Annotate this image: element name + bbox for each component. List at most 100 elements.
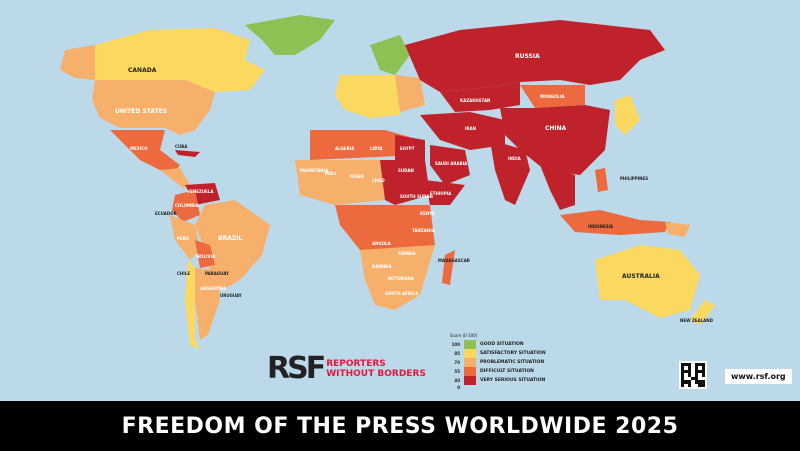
legend-item: 40 VERY SERIOUS SITUATION xyxy=(450,376,546,385)
eastern-europe xyxy=(395,75,425,112)
chile xyxy=(185,260,200,350)
label-namibia: NAMIBIA xyxy=(372,264,392,269)
label-australia: AUSTRALIA xyxy=(622,273,660,280)
middle-east xyxy=(420,112,505,150)
north-africa xyxy=(310,130,420,160)
europe xyxy=(335,75,405,118)
label-chad: CHAD xyxy=(372,178,385,183)
label-kenya: KENYA xyxy=(420,211,436,216)
label-niger: NIGER xyxy=(350,174,364,179)
label-mongolia: MONGOLIA xyxy=(540,94,565,99)
label-philippines: PHILIPPINES xyxy=(620,176,648,181)
japan-korea xyxy=(615,95,640,135)
scandinavia xyxy=(370,35,410,75)
kazakhstan xyxy=(440,82,520,112)
bolivia xyxy=(195,240,215,268)
label-paraguay: PARAGUAY xyxy=(205,271,229,276)
indonesia xyxy=(560,210,670,235)
label-botswana: BOTSWANA xyxy=(388,276,415,281)
label-russia: RUSSIA xyxy=(515,53,540,60)
label-indonesia: INDONESIA xyxy=(588,224,614,229)
logo-line-2: WITHOUT BORDERS xyxy=(326,368,426,379)
label-colombia: COLOMBIA xyxy=(175,203,200,208)
legend-tick: 40 xyxy=(454,378,460,383)
label-madagascar: MADAGASCAR xyxy=(438,258,470,263)
world-map: CANADA UNITED STATES MEXICO CUBA VENEZUE… xyxy=(60,15,715,350)
southeast-asia xyxy=(540,165,575,210)
cuba xyxy=(175,150,200,157)
label-peru: PERU xyxy=(177,236,189,241)
label-mexico: MEXICO xyxy=(130,146,148,151)
west-africa xyxy=(295,160,385,205)
newzealand xyxy=(690,300,715,325)
legend-item: 85 SATISFACTORY SITUATION xyxy=(450,349,546,358)
website-link[interactable]: www.rsf.org xyxy=(725,369,792,384)
label-saudi: SAUDI ARABIA xyxy=(435,161,468,166)
label-china: CHINA xyxy=(545,125,567,132)
legend-label: PROBLEMATIC SITUATION xyxy=(480,360,545,365)
legend-swatch xyxy=(464,358,476,367)
sudan xyxy=(380,160,430,205)
png xyxy=(665,222,690,237)
legend-tick: 55 xyxy=(454,369,460,374)
legend: Score (0-100) 100 GOOD SITUATION 85 SATISFA… xyxy=(450,333,546,390)
label-iran: IRAN xyxy=(465,126,476,131)
label-southsudan: SOUTH SUDAN xyxy=(400,194,433,199)
label-cuba: CUBA xyxy=(175,144,188,149)
label-kazakhstan: KAZAKHSTAN xyxy=(460,98,490,103)
logo-line-1: REPORTERS xyxy=(326,358,386,369)
usa xyxy=(92,80,215,135)
india xyxy=(490,140,530,205)
legend-item: 70 PROBLEMATIC SITUATION xyxy=(450,358,546,367)
country-labels: CANADA UNITED STATES MEXICO CUBA VENEZUE… xyxy=(115,53,714,323)
label-brazil: BRAZIL xyxy=(218,235,242,242)
label-canada: CANADA xyxy=(128,67,157,74)
label-chile: CHILE xyxy=(177,271,190,276)
label-sudan: SUDAN xyxy=(398,168,414,173)
label-ethiopia: ETHIOPIA xyxy=(430,191,452,196)
legend-tick: 85 xyxy=(454,351,460,356)
rsf-logo-mark: RSF xyxy=(267,351,326,386)
horn-africa xyxy=(425,180,465,205)
canada xyxy=(95,28,265,92)
legend-tick: 70 xyxy=(454,360,460,365)
legend-swatch xyxy=(464,340,476,349)
label-usa: UNITED STATES xyxy=(115,108,167,115)
brazil xyxy=(195,200,270,290)
mexico xyxy=(110,130,180,172)
legend-swatch xyxy=(464,376,476,385)
legend-label: SATISFACTORY SITUATION xyxy=(480,351,546,356)
page-title: FREEDOM OF THE PRESS WORLDWIDE 2025 xyxy=(0,401,800,451)
label-algeria: ALGERIA xyxy=(335,146,355,151)
saudi xyxy=(430,145,470,185)
legend-swatch xyxy=(464,349,476,358)
legend-label: DIFFICULT SITUATION xyxy=(480,369,534,374)
greenland xyxy=(245,15,335,55)
central-africa xyxy=(335,205,435,255)
alaska xyxy=(60,45,95,80)
legend-title: Score (0-100) xyxy=(450,333,478,338)
label-newzealand: NEW ZEALAND xyxy=(680,318,714,323)
peru xyxy=(170,215,200,260)
label-mauritania: MAURITANIA xyxy=(300,168,329,173)
legend-tick: 100 xyxy=(451,342,460,347)
label-mali: MALI xyxy=(325,171,337,176)
rsf-logo: RSF REPORTERS WITHOUT BORDERS xyxy=(267,351,426,386)
label-libya: LIBYA xyxy=(370,146,383,151)
legend-swatch xyxy=(464,367,476,376)
label-ecuador: ECUADOR xyxy=(155,211,177,216)
label-india: INDIA xyxy=(508,156,522,161)
legend-label: GOOD SITUATION xyxy=(480,342,524,347)
madagascar xyxy=(442,250,455,285)
mongolia xyxy=(520,85,585,108)
southern-africa xyxy=(360,245,435,310)
legend-label: VERY SERIOUS SITUATION xyxy=(480,378,546,383)
australia xyxy=(595,245,700,318)
label-zambia: ZAMBIA xyxy=(398,251,417,256)
label-uruguay: URUGUAY xyxy=(220,293,242,298)
legend-item: 100 GOOD SITUATION xyxy=(450,340,546,349)
philippines xyxy=(595,168,608,192)
label-bolivia: BOLIVIA xyxy=(197,254,216,259)
label-tanzania: TANZANIA xyxy=(412,228,436,233)
label-egypt: EGYPT xyxy=(400,146,415,151)
